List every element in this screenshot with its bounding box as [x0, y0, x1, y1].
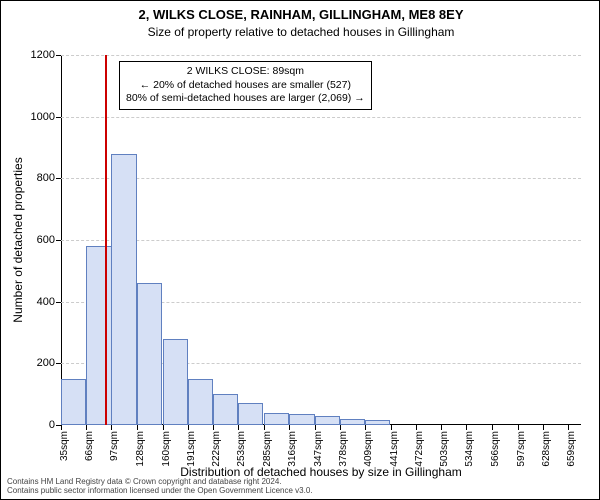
xtick-label: 566sqm	[490, 431, 501, 467]
xtick-mark	[213, 425, 214, 430]
xtick-label: 253sqm	[236, 431, 247, 467]
footer-line2: Contains public sector information licen…	[7, 487, 313, 496]
xtick-mark	[137, 425, 138, 430]
ytick-label: 1000	[31, 111, 55, 123]
annotation-line1: 2 WILKS CLOSE: 89sqm	[126, 65, 365, 79]
xtick-mark	[365, 425, 366, 430]
chart-subtitle: Size of property relative to detached ho…	[1, 25, 600, 39]
xtick-mark	[315, 425, 316, 430]
xtick-mark	[441, 425, 442, 430]
xtick-label: 66sqm	[84, 431, 95, 461]
xtick-label: 409sqm	[363, 431, 374, 467]
annotation-line2: ← 20% of detached houses are smaller (52…	[126, 79, 365, 93]
histogram-bar	[163, 339, 188, 425]
xtick-label: 128sqm	[135, 431, 146, 467]
histogram-bar	[188, 379, 213, 425]
y-axis-label: Number of detached properties	[11, 157, 25, 322]
xtick-mark	[188, 425, 189, 430]
xtick-label: 441sqm	[389, 431, 400, 467]
plot-area: 02004006008001000120035sqm66sqm97sqm128s…	[61, 55, 581, 425]
ytick-mark	[56, 302, 61, 303]
chart-title: 2, WILKS CLOSE, RAINHAM, GILLINGHAM, ME8…	[1, 7, 600, 22]
histogram-bar	[111, 154, 136, 425]
xtick-label: 597sqm	[516, 431, 527, 467]
xtick-label: 472sqm	[414, 431, 425, 467]
chart-container: 2, WILKS CLOSE, RAINHAM, GILLINGHAM, ME8…	[0, 0, 600, 500]
gridline	[61, 240, 581, 241]
xtick-label: 659sqm	[566, 431, 577, 467]
ytick-mark	[56, 363, 61, 364]
xtick-mark	[543, 425, 544, 430]
xtick-mark	[163, 425, 164, 430]
gridline	[61, 178, 581, 179]
histogram-bar	[61, 379, 86, 425]
xtick-mark	[568, 425, 569, 430]
xtick-mark	[340, 425, 341, 430]
xtick-mark	[289, 425, 290, 430]
ytick-mark	[56, 240, 61, 241]
annotation-line3: 80% of semi-detached houses are larger (…	[126, 92, 365, 106]
gridline	[61, 117, 581, 118]
xtick-mark	[238, 425, 239, 430]
histogram-bar	[289, 414, 314, 425]
xtick-label: 347sqm	[313, 431, 324, 467]
ytick-label: 200	[37, 357, 55, 369]
histogram-bar	[315, 416, 340, 425]
xtick-mark	[518, 425, 519, 430]
xtick-label: 191sqm	[186, 431, 197, 467]
xtick-label: 378sqm	[338, 431, 349, 467]
xtick-label: 503sqm	[439, 431, 450, 467]
marker-line	[105, 55, 107, 425]
xtick-label: 160sqm	[161, 431, 172, 467]
histogram-bar	[365, 420, 390, 425]
xtick-mark	[61, 425, 62, 430]
xtick-label: 222sqm	[211, 431, 222, 467]
gridline	[61, 55, 581, 56]
ytick-label: 0	[49, 419, 55, 431]
annotation-box: 2 WILKS CLOSE: 89sqm← 20% of detached ho…	[119, 61, 372, 110]
xtick-label: 628sqm	[541, 431, 552, 467]
xtick-label: 316sqm	[287, 431, 298, 467]
xtick-label: 35sqm	[59, 431, 70, 461]
histogram-bar	[86, 246, 111, 425]
ytick-mark	[56, 55, 61, 56]
xtick-label: 97sqm	[109, 431, 120, 461]
xtick-mark	[86, 425, 87, 430]
y-axis-label-wrap: Number of detached properties	[11, 55, 25, 425]
xtick-mark	[416, 425, 417, 430]
xtick-mark	[492, 425, 493, 430]
xtick-label: 285sqm	[262, 431, 273, 467]
xtick-mark	[111, 425, 112, 430]
xtick-mark	[264, 425, 265, 430]
ytick-label: 1200	[31, 49, 55, 61]
footer-attribution: Contains HM Land Registry data © Crown c…	[7, 478, 313, 496]
xtick-label: 534sqm	[464, 431, 475, 467]
ytick-label: 600	[37, 234, 55, 246]
xtick-mark	[391, 425, 392, 430]
ytick-label: 800	[37, 172, 55, 184]
histogram-bar	[238, 403, 263, 425]
histogram-bar	[213, 394, 238, 425]
histogram-bar	[264, 413, 289, 425]
histogram-bar	[137, 283, 162, 425]
ytick-mark	[56, 117, 61, 118]
ytick-label: 400	[37, 296, 55, 308]
ytick-mark	[56, 178, 61, 179]
histogram-bar	[340, 419, 365, 425]
xtick-mark	[466, 425, 467, 430]
